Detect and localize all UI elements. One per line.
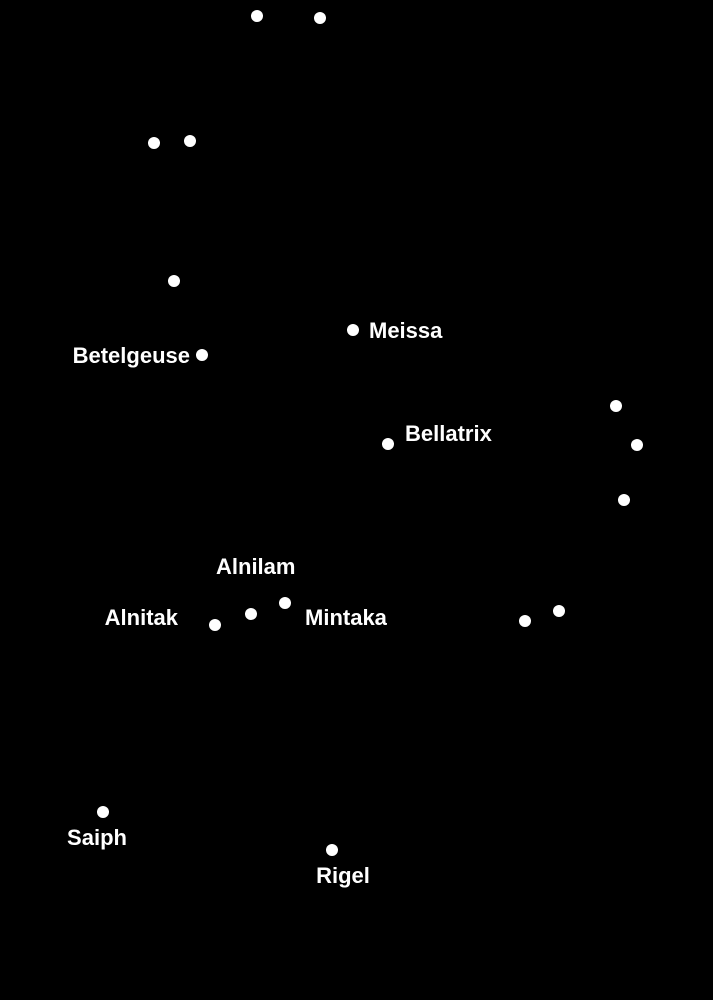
star-alnilam (245, 608, 257, 620)
label-mintaka: Mintaka (305, 605, 388, 630)
star-betelgeuse (196, 349, 208, 361)
star-rigel (326, 844, 338, 856)
star-shield-top (610, 400, 622, 412)
label-meissa: Meissa (369, 318, 443, 343)
star-shield-low (618, 494, 630, 506)
star-shield-bottom-left (519, 615, 531, 627)
label-bellatrix: Bellatrix (405, 421, 493, 446)
star-saiph (97, 806, 109, 818)
star-alnitak (209, 619, 221, 631)
star-club-top-left (251, 10, 263, 22)
star-club-mid-left (148, 137, 160, 149)
star-bellatrix (382, 438, 394, 450)
star-shield-bottom-right (553, 605, 565, 617)
star-arm (168, 275, 180, 287)
label-alnitak: Alnitak (105, 605, 179, 630)
label-alnilam: Alnilam (216, 554, 295, 579)
label-betelgeuse: Betelgeuse (73, 343, 190, 368)
label-rigel: Rigel (316, 863, 370, 888)
label-saiph: Saiph (67, 825, 127, 850)
star-club-top-right (314, 12, 326, 24)
star-shield-mid (631, 439, 643, 451)
star-club-mid-right (184, 135, 196, 147)
star-mintaka (279, 597, 291, 609)
star-meissa (347, 324, 359, 336)
